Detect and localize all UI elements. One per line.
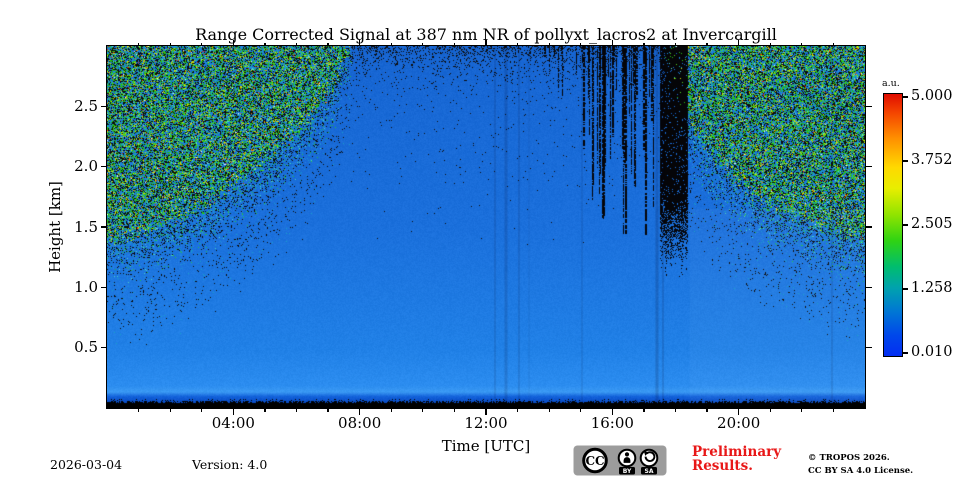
y-major-tick-right (865, 226, 872, 228)
x-major-tick-top (737, 39, 740, 46)
colorbar-tick-label: 1.258 (911, 279, 953, 296)
x-minor-tick-top (453, 42, 455, 46)
y-tick-label: 0.5 (74, 338, 98, 357)
x-minor-tick-top (580, 42, 582, 46)
x-minor-tick (548, 408, 550, 412)
x-minor-tick (801, 408, 803, 412)
colorbar-tick-label: 5.000 (911, 87, 953, 104)
x-minor-tick (295, 408, 298, 412)
x-minor-tick (453, 408, 455, 412)
copyright-text: © TROPOS 2026. CC BY SA 4.0 License. (808, 453, 914, 476)
colorbar-tick-label: 0.010 (911, 343, 953, 360)
y-major-tick-right (865, 346, 872, 349)
x-minor-tick (643, 408, 645, 412)
x-tick-label: 04:00 (211, 414, 255, 432)
footer-date: 2026-03-04 (50, 457, 123, 472)
y-major-tick (100, 286, 107, 289)
x-major-tick (485, 408, 487, 415)
sa-pill-label: SA (645, 468, 654, 475)
y-tick-label: 1.0 (74, 277, 98, 296)
y-major-tick-right (865, 165, 872, 168)
y-axis-label: Height [km] (46, 181, 64, 273)
x-minor-tick-top (264, 42, 266, 46)
colorbar-tick (903, 96, 908, 98)
x-minor-tick (580, 408, 582, 412)
x-minor-tick (516, 408, 519, 412)
x-tick-label: 08:00 (338, 414, 382, 432)
y-major-tick-right (865, 105, 872, 108)
x-major-tick-top (611, 39, 614, 46)
colorbar-tick (903, 160, 908, 162)
x-minor-tick-top (832, 42, 834, 46)
x-minor-tick-top (137, 42, 140, 46)
preliminary-results-text: Preliminary Results. (692, 444, 782, 474)
x-tick-label: 16:00 (590, 414, 634, 432)
x-major-tick-top (358, 39, 361, 46)
y-major-tick (100, 105, 107, 108)
y-major-tick-right (865, 286, 872, 289)
colorbar (883, 93, 903, 357)
x-minor-tick-top (769, 42, 771, 46)
x-minor-tick (769, 408, 771, 412)
x-minor-tick-top (706, 42, 708, 46)
footer-version: Version: 4.0 (192, 457, 268, 472)
x-major-tick-top (485, 39, 487, 46)
colorbar-tick (903, 288, 908, 290)
x-major-tick (358, 408, 361, 415)
colorbar-unit-label: a.u. (882, 78, 900, 89)
colorbar-tick-label: 2.505 (911, 215, 953, 232)
x-minor-tick-top (643, 42, 645, 46)
y-major-tick (100, 346, 107, 349)
x-major-tick (232, 408, 235, 415)
x-minor-tick-top (390, 42, 392, 46)
x-minor-tick-top (801, 42, 803, 46)
x-minor-tick (832, 408, 834, 412)
x-minor-tick-top (516, 42, 519, 46)
y-major-tick (100, 165, 107, 168)
x-minor-tick (169, 408, 171, 412)
y-tick-label: 2.5 (74, 96, 98, 115)
x-minor-tick (327, 408, 329, 412)
x-major-tick (611, 408, 614, 415)
x-minor-tick (390, 408, 392, 412)
x-minor-tick-top (548, 42, 550, 46)
x-minor-tick (674, 408, 677, 412)
x-minor-tick (264, 408, 266, 412)
by-pill-label: BY (623, 468, 632, 475)
x-minor-tick-top (295, 42, 298, 46)
x-minor-tick (137, 408, 140, 412)
x-tick-label: 20:00 (717, 414, 761, 432)
cc-icon: CC (582, 447, 608, 474)
colorbar-tick (903, 224, 908, 226)
x-minor-tick (201, 408, 203, 412)
x-axis-label: Time [UTC] (441, 437, 531, 455)
y-major-tick (100, 226, 107, 228)
by-person-icon (617, 448, 637, 468)
heatmap-canvas (107, 46, 865, 408)
x-major-tick (737, 408, 740, 415)
x-minor-tick-top (169, 42, 171, 46)
y-tick-label: 1.5 (74, 217, 98, 236)
sa-arrow-icon (639, 448, 659, 468)
plot-title: Range Corrected Signal at 387 nm NR of p… (195, 25, 777, 44)
by-pill (619, 467, 635, 475)
x-minor-tick (706, 408, 708, 412)
x-minor-tick-top (422, 42, 424, 46)
x-minor-tick (422, 408, 424, 412)
x-minor-tick-top (201, 42, 203, 46)
cc-license-badge: CC BY SA (573, 445, 667, 476)
x-major-tick-top (232, 39, 235, 46)
colorbar-tick (903, 352, 908, 354)
svg-text:CC: CC (585, 454, 604, 468)
x-minor-tick-top (674, 42, 677, 46)
colorbar-tick-label: 3.752 (911, 151, 953, 168)
sa-pill (641, 467, 657, 475)
y-tick-label: 2.0 (74, 157, 98, 176)
x-tick-label: 12:00 (464, 414, 508, 432)
x-minor-tick-top (327, 42, 329, 46)
